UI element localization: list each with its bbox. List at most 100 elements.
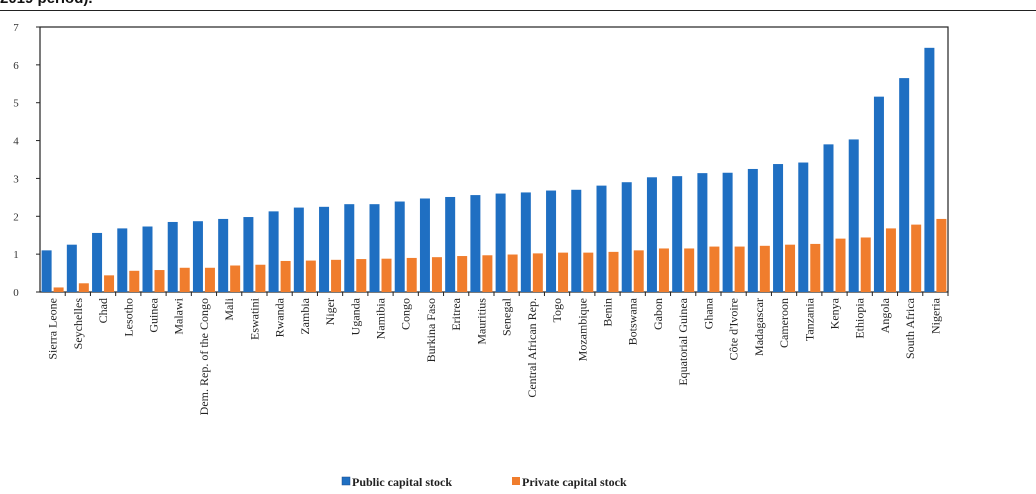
- bar-public-capital: [848, 139, 859, 292]
- bar-private-capital: [154, 270, 165, 292]
- bar-public-capital: [646, 177, 657, 292]
- x-category-label: Côte d'Ivoire: [727, 298, 741, 360]
- bar-public-capital: [41, 250, 52, 292]
- bar-private-capital: [532, 253, 543, 292]
- bar-private-capital: [684, 248, 695, 292]
- bar-private-capital: [53, 287, 64, 292]
- x-category-label: Gabon: [651, 298, 665, 330]
- bar-private-capital: [658, 248, 669, 292]
- y-tick-label: 4: [13, 136, 19, 148]
- x-category-label: Nigeria: [928, 297, 942, 334]
- x-category-label: Uganda: [348, 297, 362, 335]
- bar-public-capital: [470, 195, 481, 292]
- bar-public-capital: [672, 176, 683, 292]
- bar-public-capital: [243, 217, 254, 292]
- x-category-label: Cameroon: [777, 298, 791, 348]
- bar-private-capital: [759, 245, 770, 292]
- caption-divider: [0, 10, 1036, 11]
- bar-private-capital: [406, 257, 417, 292]
- legend-label-private: Private capital stock: [522, 475, 627, 489]
- bar-public-capital: [823, 144, 834, 292]
- bar-private-capital: [230, 265, 241, 292]
- bar-private-capital: [709, 246, 720, 292]
- y-tick-label: 0: [13, 287, 19, 299]
- bar-public-capital: [798, 162, 809, 292]
- bar-private-capital: [885, 228, 896, 292]
- x-category-label: Dem. Rep. of the Congo: [197, 298, 211, 415]
- bar-public-capital: [924, 47, 935, 293]
- bar-private-capital: [331, 259, 342, 292]
- x-category-label: Lesotho: [121, 298, 135, 337]
- x-category-label: Tanzania: [802, 297, 816, 341]
- bar-public-capital: [596, 185, 607, 292]
- y-tick-label: 1: [13, 249, 19, 261]
- bar-private-capital: [204, 267, 215, 292]
- legend-swatch-private: [512, 477, 520, 485]
- x-category-label: Rwanda: [273, 297, 287, 337]
- bar-private-capital: [179, 267, 190, 292]
- bar-public-capital: [344, 204, 355, 292]
- bar-private-capital: [280, 260, 291, 292]
- bar-private-capital: [507, 254, 518, 292]
- x-category-label: Chad: [96, 298, 110, 323]
- bar-private-capital: [633, 250, 644, 292]
- y-tick-label: 2: [13, 211, 19, 223]
- x-category-label: Guinea: [147, 297, 161, 332]
- x-category-label: Zambia: [298, 297, 312, 334]
- bar-private-capital: [810, 243, 821, 292]
- y-tick-label: 7: [13, 22, 19, 34]
- bar-public-capital: [495, 193, 506, 292]
- y-tick-label: 5: [13, 98, 19, 110]
- bar-private-capital: [583, 252, 594, 292]
- bar-public-capital: [117, 228, 128, 292]
- bar-public-capital: [445, 196, 456, 292]
- y-axis: 0 1 2 3 4 5 6 7: [13, 22, 40, 299]
- bar-private-capital: [734, 246, 745, 292]
- bar-private-capital: [835, 238, 846, 292]
- bar-private-capital: [255, 264, 266, 292]
- bar-public-capital: [571, 189, 582, 292]
- x-category-label: Niger: [323, 298, 337, 325]
- figure-caption: 2019 period).: [0, 0, 93, 10]
- bar-private-capital: [936, 218, 947, 292]
- y-tick-label: 3: [13, 173, 19, 185]
- bar-public-capital: [394, 201, 405, 292]
- x-category-label: Madagascar: [752, 298, 766, 356]
- bar-private-capital: [482, 255, 493, 292]
- x-category-label: Mali: [222, 297, 236, 320]
- bar-public-capital: [369, 204, 380, 292]
- x-axis-labels: Sierra Leone Seychelles Chad Lesotho Guinea M…: [46, 292, 949, 415]
- bar-public-capital: [873, 96, 884, 293]
- bar-public-capital: [722, 172, 733, 292]
- bar-public-capital: [546, 190, 557, 292]
- x-category-label: Mozambique: [575, 298, 589, 361]
- x-category-label: Botswana: [626, 297, 640, 345]
- bar-public-capital: [520, 192, 531, 292]
- x-category-label: Namibia: [374, 297, 388, 339]
- bar-public-capital: [419, 198, 430, 292]
- bar-public-capital: [621, 182, 632, 292]
- bar-public-capital: [142, 226, 153, 292]
- x-category-label: Mauritius: [474, 298, 488, 345]
- y-tick-label: 6: [13, 60, 19, 72]
- bar-private-capital: [305, 260, 316, 292]
- bar-public-capital: [66, 244, 77, 292]
- x-category-label: Kenya: [828, 297, 842, 329]
- bar-public-capital: [192, 221, 203, 292]
- bar-public-capital: [747, 168, 758, 292]
- bar-private-capital: [785, 244, 796, 292]
- bar-public-capital: [319, 206, 330, 292]
- x-category-label: Eritrea: [449, 297, 463, 330]
- bar-public-capital: [773, 164, 784, 292]
- legend: Public capital stock Private capital stoc…: [341, 475, 627, 489]
- bar-private-capital: [608, 251, 619, 292]
- bar-private-capital: [860, 237, 871, 292]
- x-category-label: Togo: [550, 298, 564, 323]
- bar-public-capital: [899, 78, 910, 292]
- x-category-label: Sierra Leone: [46, 298, 60, 360]
- x-category-label: Benin: [601, 298, 615, 327]
- bar-public-capital: [697, 173, 708, 292]
- bar-private-capital: [104, 275, 115, 292]
- bar-public-capital: [92, 232, 103, 292]
